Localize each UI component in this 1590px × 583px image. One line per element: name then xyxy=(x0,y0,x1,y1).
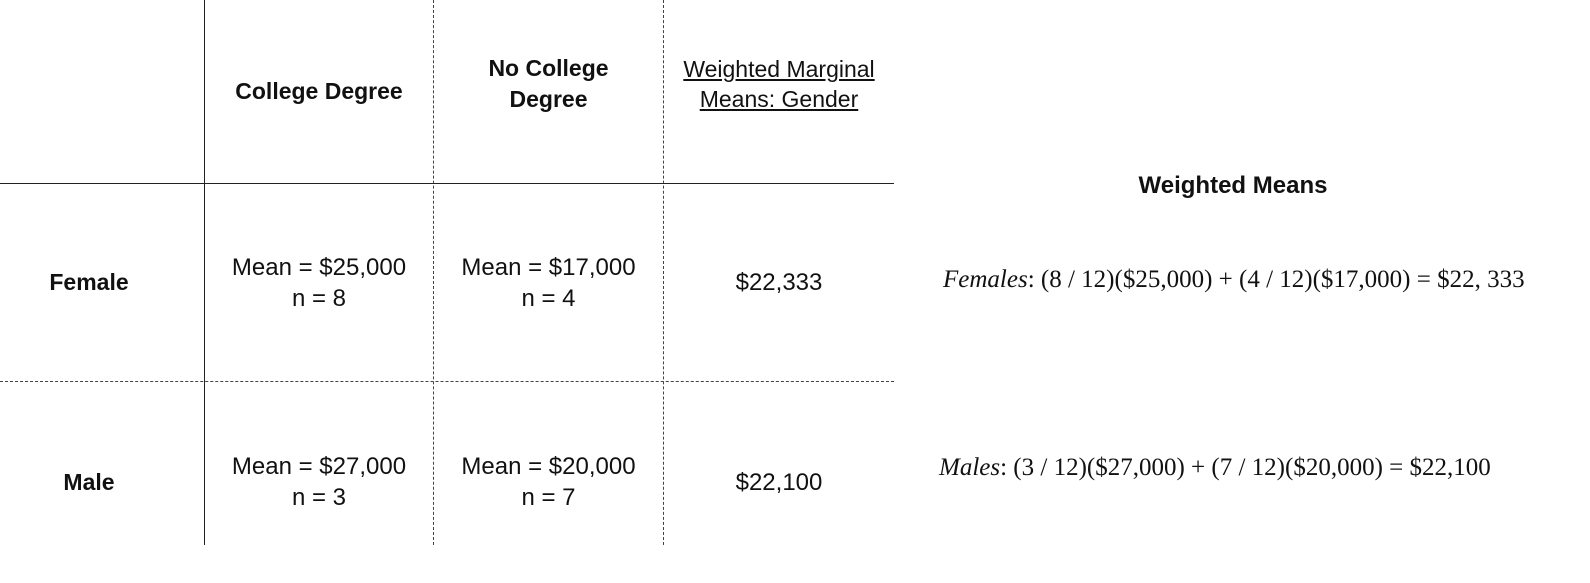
column-header-label-line2: Degree xyxy=(509,86,588,112)
cell-n: n = 7 xyxy=(521,484,576,511)
grid-line-horizontal-1 xyxy=(0,183,894,184)
column-header-no-college-degree: No College Degree xyxy=(434,0,663,168)
formula-label: Males xyxy=(939,454,1001,481)
cell-marginal-mean: $22,100 xyxy=(735,468,823,496)
cell-n: n = 8 xyxy=(291,284,347,312)
grid-line-horizontal-2 xyxy=(0,381,894,382)
cell-mean: Mean = $25,000 xyxy=(231,253,407,281)
column-header-weighted-marginal-means: Weighted Marginal Means: Gender xyxy=(664,0,894,168)
weighted-means-title: Weighted Means xyxy=(1138,172,1328,199)
cell-mean: Mean = $20,000 xyxy=(461,453,636,480)
table-cell-female-college: Mean = $25,000 n = 8 xyxy=(205,184,433,381)
row-label-male: Male xyxy=(0,382,178,583)
formula-females: Females: (8 / 12)($25,000) + (4 / 12)($1… xyxy=(943,266,1525,294)
column-header-college-degree: College Degree xyxy=(205,0,433,183)
table-cell-male-college: Mean = $27,000 n = 3 xyxy=(205,382,433,582)
grid-line-vertical-2 xyxy=(433,0,434,545)
row-label-female: Female xyxy=(0,184,178,381)
formula-expression: : (8 / 12)($25,000) + (4 / 12)($17,000) … xyxy=(1027,266,1525,293)
formula-expression: : (3 / 12)($27,000) + (7 / 12)($20,000) … xyxy=(1000,454,1491,481)
cell-n: n = 3 xyxy=(291,484,347,511)
row-label-text: Female xyxy=(49,269,129,295)
grid-line-vertical-1 xyxy=(204,0,205,545)
column-header-label-line1: No College xyxy=(488,55,609,81)
column-header-label-line1: Weighted Marginal xyxy=(683,56,875,82)
table-cell-female-marginal: $22,333 xyxy=(664,184,894,381)
table-cell-male-marginal: $22,100 xyxy=(664,382,894,582)
table-cell-female-no-college: Mean = $17,000 n = 4 xyxy=(434,184,663,381)
cell-mean: Mean = $27,000 xyxy=(231,453,407,480)
grid-line-vertical-3 xyxy=(663,0,664,545)
cell-marginal-mean: $22,333 xyxy=(735,269,823,296)
table-cell-male-no-college: Mean = $20,000 n = 7 xyxy=(434,382,663,582)
column-header-label-line2: Means: Gender xyxy=(699,86,859,112)
column-header-label: College Degree xyxy=(235,78,403,104)
row-label-text: Male xyxy=(63,469,115,495)
cell-mean: Mean = $17,000 xyxy=(461,253,636,281)
cell-n: n = 4 xyxy=(521,284,576,312)
formula-males: Males: (3 / 12)($27,000) + (7 / 12)($20,… xyxy=(939,454,1491,482)
formula-label: Females xyxy=(943,266,1028,293)
